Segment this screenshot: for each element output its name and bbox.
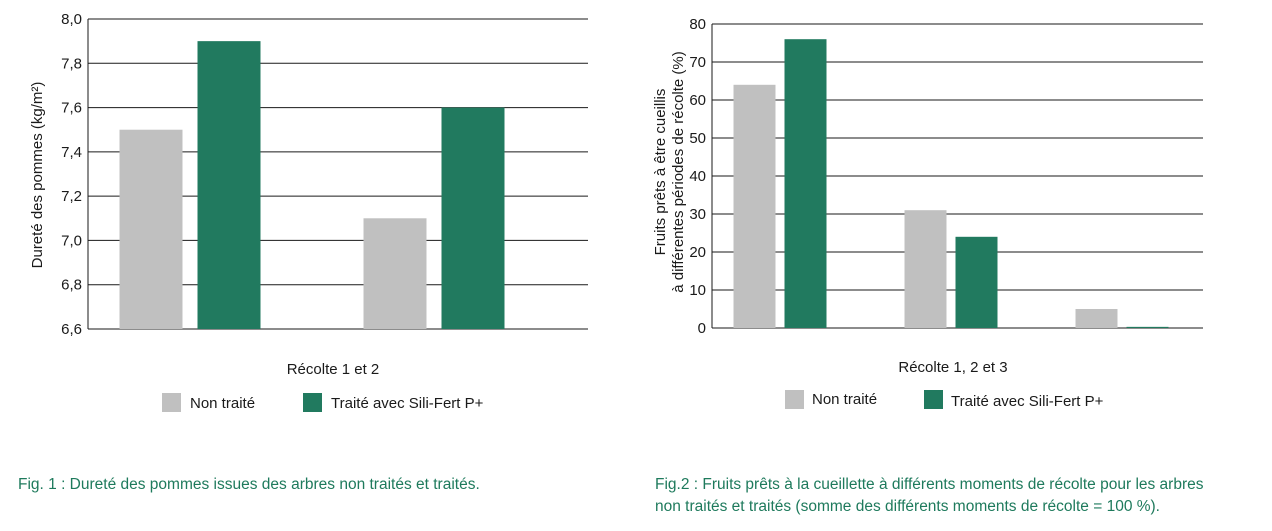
- chart-1-x-axis-title: Récolte 1 et 2: [287, 361, 380, 378]
- c1-y-tick-label: 7,8: [61, 55, 82, 72]
- c1-bar-untreated-2: [363, 218, 427, 329]
- c2-y-tick-label: 10: [689, 282, 706, 299]
- c1-y-tick-label: 6,6: [61, 321, 82, 338]
- c2-bar-untreated-3: [1075, 309, 1118, 328]
- c2-bar-treated-1: [784, 39, 827, 328]
- c1-y-tick-label: 7,6: [61, 100, 82, 117]
- c1-bar-untreated-1: [119, 129, 183, 329]
- c1-bar-treated-1: [197, 41, 261, 330]
- chart-1-y-axis-title: Dureté des pommes (kg/m²): [29, 82, 46, 269]
- legend-label-untreated: Non traité: [812, 391, 877, 408]
- chart-2: 80 70 60 50 40 30 20 10 0 Fruits prêts à être cu…: [652, 16, 1203, 410]
- c2-bar-untreated-1: [733, 84, 776, 328]
- figure-2-caption-line1: Fig.2 : Fruits prêts à la cueillette à d…: [655, 476, 1204, 493]
- legend-label-treated: Traité avec Sili-Fert P+: [951, 393, 1104, 410]
- chart-2-y-axis-title: Fruits prêts à être cueillis à différent…: [652, 51, 687, 293]
- legend-swatch-treated: [303, 393, 322, 412]
- legend-swatch-treated: [924, 390, 943, 409]
- c2-bar-untreated-2: [904, 210, 947, 328]
- c1-y-tick-label: 8,0: [61, 11, 82, 28]
- c2-y-tick-label: 70: [689, 54, 706, 71]
- c1-y-tick-label: 6,8: [61, 277, 82, 294]
- c2-y-tick-label: 40: [689, 168, 706, 185]
- c1-y-tick-label: 7,2: [61, 188, 82, 205]
- chart-1-y-ticks: 8,0 7,8 7,6 7,4 7,2 7,0 6,8 6,6: [61, 11, 82, 338]
- figure-1-caption: Fig. 1 : Dureté des pommes issues des ar…: [18, 476, 480, 493]
- c1-y-tick-label: 7,4: [61, 144, 82, 161]
- chart-2-y-ticks: 80 70 60 50 40 30 20 10 0: [689, 16, 706, 337]
- c2-bar-treated-3: [1126, 326, 1169, 328]
- legend-label-treated: Traité avec Sili-Fert P+: [331, 395, 484, 412]
- chart-2-x-axis-title: Récolte 1, 2 et 3: [898, 359, 1007, 376]
- chart-2-y-axis-title-line2: à différentes périodes de récolte (%): [670, 51, 687, 293]
- c2-y-tick-label: 0: [698, 320, 706, 337]
- figure-2-caption-line2: non traités et traités (somme des différ…: [655, 498, 1160, 515]
- chart-1-bars: [119, 41, 505, 330]
- chart-2-y-axis-title-line1: Fruits prêts à être cueillis: [652, 89, 669, 256]
- chart-1-legend: Non traité Traité avec Sili-Fert P+: [162, 393, 484, 412]
- legend-label-untreated: Non traité: [190, 395, 255, 412]
- c2-y-tick-label: 80: [689, 16, 706, 33]
- c2-bar-treated-2: [955, 236, 998, 328]
- c2-y-tick-label: 30: [689, 206, 706, 223]
- chart-2-legend: Non traité Traité avec Sili-Fert P+: [785, 390, 1104, 410]
- c1-bar-treated-2: [441, 107, 505, 329]
- legend-swatch-untreated: [162, 393, 181, 412]
- legend-swatch-untreated: [785, 390, 804, 409]
- figure-2-caption: Fig.2 : Fruits prêts à la cueillette à d…: [655, 474, 1265, 518]
- c2-y-tick-label: 60: [689, 92, 706, 109]
- c2-y-tick-label: 20: [689, 244, 706, 261]
- c2-y-tick-label: 50: [689, 130, 706, 147]
- chart-2-bars: [733, 39, 1169, 328]
- chart-1: 8,0 7,8 7,6 7,4 7,2 7,0 6,8 6,6 Dureté des pomm…: [29, 11, 588, 412]
- c1-y-tick-label: 7,0: [61, 232, 82, 249]
